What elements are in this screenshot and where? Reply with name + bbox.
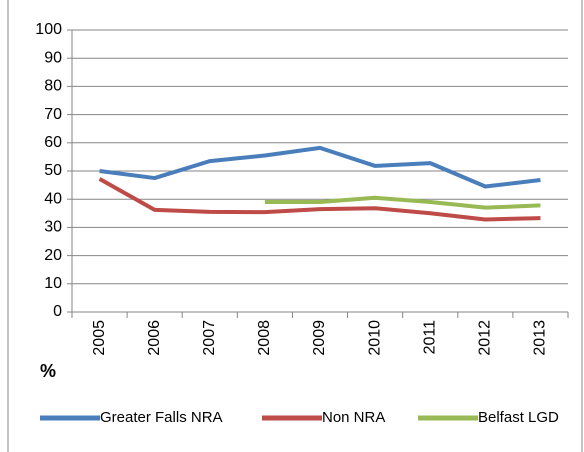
- y-tick-label: 10: [44, 275, 62, 292]
- x-tick-label: 2005: [91, 320, 108, 356]
- x-tick-label: 2010: [366, 320, 383, 356]
- series-line: [264, 195, 541, 210]
- y-tick-label: 70: [44, 106, 62, 123]
- y-tick-label: 100: [35, 21, 62, 38]
- x-tick-label: 2008: [256, 320, 273, 356]
- x-tick-label: 2011: [421, 320, 438, 355]
- y-tick-label: 50: [44, 162, 62, 179]
- y-tick-label: 0: [53, 303, 62, 320]
- series-line: [98, 177, 541, 222]
- x-tick-label: 2012: [477, 320, 494, 356]
- legend-label: Non NRA: [322, 409, 385, 426]
- y-tick-label: 30: [44, 219, 62, 236]
- y-tick-label: 20: [44, 247, 62, 264]
- y-axis-label: %: [40, 361, 56, 381]
- x-tick-label: 2013: [532, 320, 549, 356]
- legend-label: Belfast LGD: [478, 409, 559, 426]
- y-tick-label: 40: [44, 190, 62, 207]
- series-line: [99, 145, 541, 189]
- y-tick-label: 60: [44, 134, 62, 151]
- chart-frame: [7, 0, 583, 452]
- x-tick-label: 2007: [201, 320, 218, 356]
- x-tick-label: 2009: [311, 320, 328, 356]
- x-tick-label: 2006: [146, 320, 163, 356]
- legend-label: Greater Falls NRA: [100, 409, 223, 426]
- y-tick-label: 80: [44, 78, 62, 95]
- y-tick-label: 90: [44, 49, 62, 66]
